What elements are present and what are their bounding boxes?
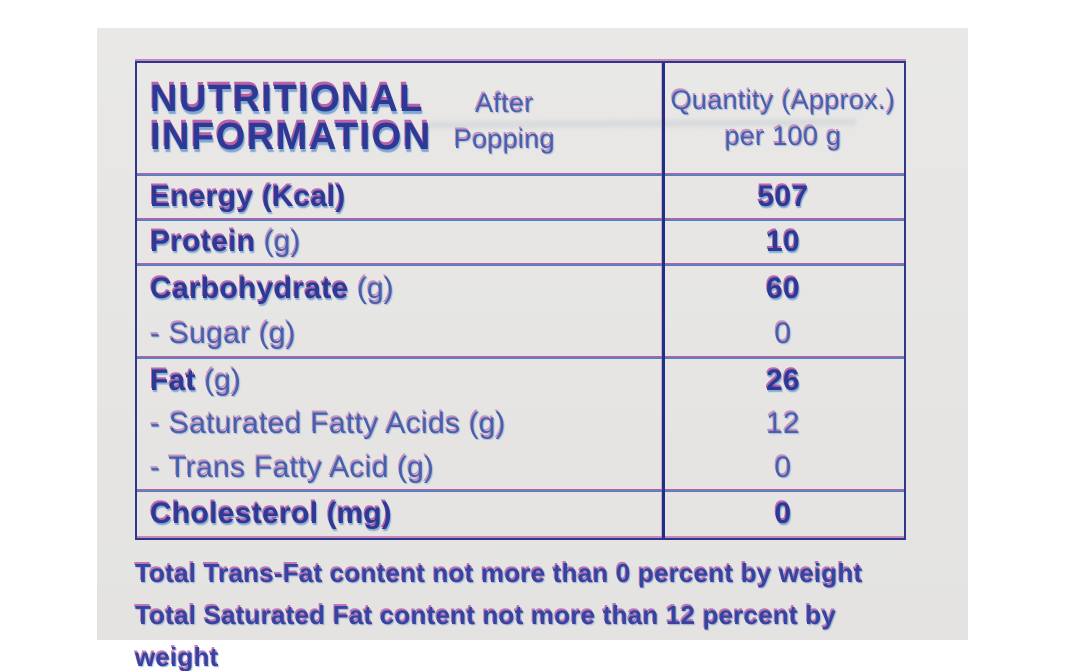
row-name: Energy xyxy=(150,180,254,213)
row-label: Protein (g) xyxy=(137,225,662,259)
row-value: 60 xyxy=(766,272,800,305)
row-separator xyxy=(137,218,904,221)
group-value-cell: 60 0 xyxy=(662,266,904,356)
row-separator xyxy=(137,173,904,176)
after-label: After xyxy=(475,88,534,118)
popping-label: Popping xyxy=(453,124,555,154)
table-header-row: NUTRITIONAL INFORMATION After Popping Qu… xyxy=(137,63,904,173)
row-unit: (g) xyxy=(357,272,394,305)
group-value-cell: 26 12 0 xyxy=(662,359,904,489)
row-value: 507 xyxy=(757,180,809,213)
row-name: - Saturated Fatty Acids xyxy=(150,407,461,441)
row-name: - Sugar xyxy=(150,317,251,350)
column-divider xyxy=(662,63,665,538)
row-unit: (g) xyxy=(468,407,506,441)
row-label: - Sugar (g) xyxy=(150,311,662,356)
row-name: Carbohydrate xyxy=(150,272,349,305)
nutrition-table: NUTRITIONAL INFORMATION After Popping Qu… xyxy=(135,61,906,540)
row-value: 26 xyxy=(766,364,800,397)
row-name: Fat xyxy=(150,364,196,397)
table-row-carbohydrate-group: Carbohydrate (g) - Sugar (g) 60 0 xyxy=(137,266,904,356)
row-unit: (g) xyxy=(258,317,296,350)
row-value: 0 xyxy=(774,317,792,350)
after-popping-label: After Popping xyxy=(454,85,555,157)
nutrition-info-title: NUTRITIONAL INFORMATION xyxy=(150,80,432,156)
row-name: Protein xyxy=(150,225,256,258)
row-separator xyxy=(137,263,904,266)
row-label: Fat (g) xyxy=(150,359,662,402)
quantity-header: Quantity (Approx.) per 100 g xyxy=(662,63,904,173)
row-unit: (Kcal) xyxy=(261,180,346,213)
table-row-fat-group: Fat (g) - Saturated Fatty Acids (g) - Tr… xyxy=(137,359,904,489)
title-line-2: INFORMATION xyxy=(150,116,432,158)
row-unit: (g) xyxy=(204,364,241,397)
row-label: Carbohydrate (g) xyxy=(150,266,662,311)
row-separator xyxy=(137,489,904,492)
row-value: 0 xyxy=(774,497,792,530)
footnotes-block: Total Trans-Fat content not more than 0 … xyxy=(135,552,925,671)
row-unit: (mg) xyxy=(326,497,392,530)
row-unit: (g) xyxy=(397,450,434,484)
row-label: Energy (Kcal) xyxy=(137,180,662,214)
row-unit: (g) xyxy=(263,225,301,258)
row-value: 0 xyxy=(774,450,792,484)
row-label: Cholesterol (mg) xyxy=(137,497,662,531)
row-value: 10 xyxy=(766,225,800,258)
row-name: - Trans Fatty Acid xyxy=(150,450,389,484)
row-value: 12 xyxy=(766,407,800,441)
table-row-energy: Energy (Kcal) 507 xyxy=(137,176,904,218)
group-label-cell: Fat (g) - Saturated Fatty Acids (g) - Tr… xyxy=(137,359,662,489)
title-line-1: NUTRITIONAL xyxy=(150,78,425,120)
group-label-cell: Carbohydrate (g) - Sugar (g) xyxy=(137,266,662,356)
package-panel: NUTRITIONAL INFORMATION After Popping Qu… xyxy=(97,28,968,671)
row-name: Cholesterol xyxy=(150,497,319,530)
footnote-trans-fat: Total Trans-Fat content not more than 0 … xyxy=(135,558,863,588)
table-row-cholesterol: Cholesterol (mg) 0 xyxy=(137,492,904,536)
table-row-protein: Protein (g) 10 xyxy=(137,221,904,263)
footnote-saturated-fat: Total Saturated Fat content not more tha… xyxy=(135,600,837,671)
row-separator xyxy=(137,356,904,359)
header-label-cell: NUTRITIONAL INFORMATION After Popping xyxy=(137,63,662,173)
quantity-header-line-2: per 100 g xyxy=(724,121,842,151)
row-label: - Saturated Fatty Acids (g) xyxy=(150,402,662,445)
row-label: - Trans Fatty Acid (g) xyxy=(150,446,662,489)
quantity-header-line-1: Quantity (Approx.) xyxy=(670,85,896,115)
